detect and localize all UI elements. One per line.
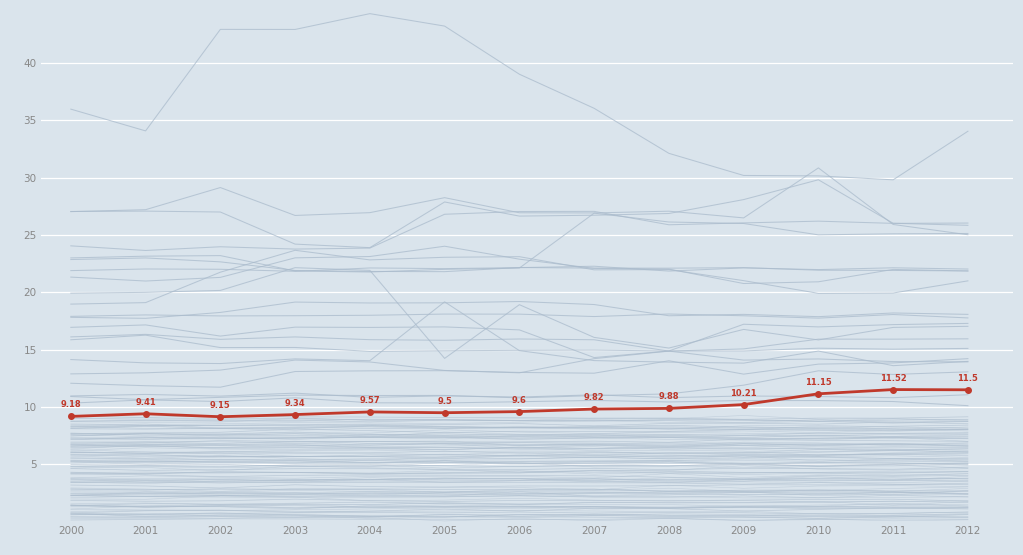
Text: 9.15: 9.15 [210, 401, 231, 410]
Text: 10.21: 10.21 [730, 388, 757, 397]
Text: 9.88: 9.88 [659, 392, 679, 401]
Text: 9.57: 9.57 [359, 396, 381, 405]
Text: 11.52: 11.52 [880, 374, 906, 382]
Text: 9.34: 9.34 [284, 398, 306, 407]
Text: 9.18: 9.18 [60, 401, 81, 410]
Text: 11.15: 11.15 [805, 378, 832, 387]
Text: 9.6: 9.6 [512, 396, 527, 405]
Text: 9.41: 9.41 [135, 398, 155, 407]
Text: 9.82: 9.82 [584, 393, 605, 402]
Text: 11.5: 11.5 [958, 374, 978, 383]
Text: 9.5: 9.5 [437, 397, 452, 406]
